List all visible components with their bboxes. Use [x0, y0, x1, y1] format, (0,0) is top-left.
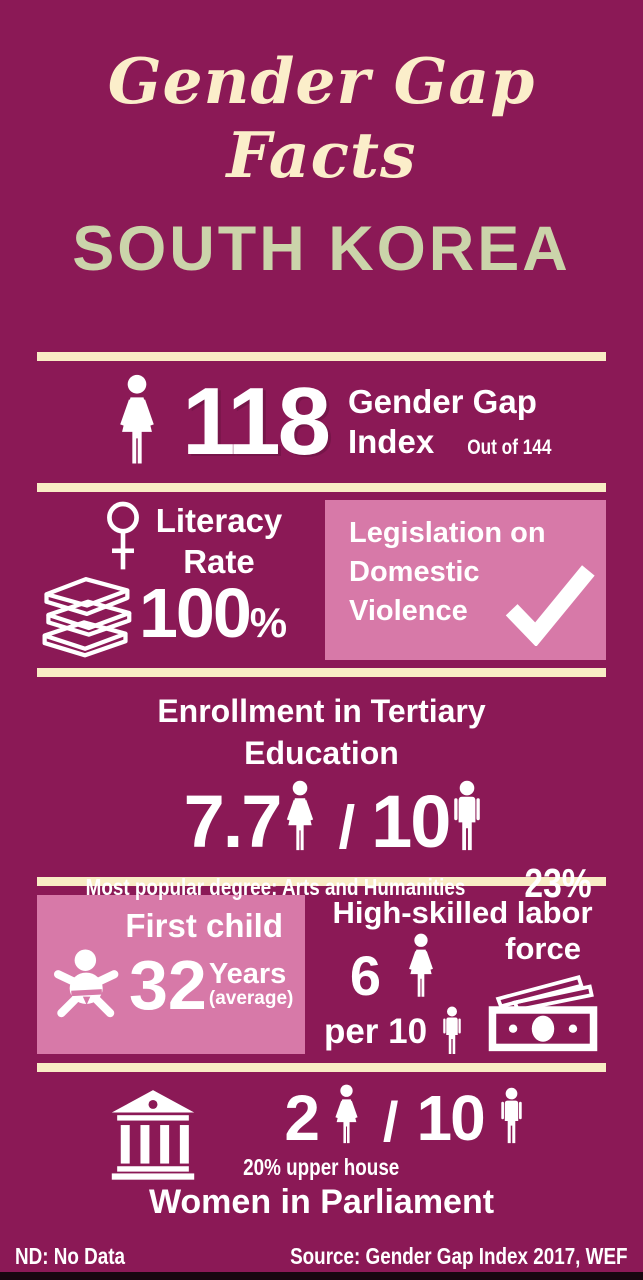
parliament-separator: / [382, 1089, 399, 1153]
labor-force-label: force [505, 931, 581, 966]
woman-icon [335, 1084, 358, 1144]
labor-block: High-skilled labor 6 per 10 force [319, 895, 606, 1054]
index-label-line1: Gender Gap [347, 383, 537, 421]
woman-icon [120, 374, 154, 464]
woman-icon [287, 780, 314, 851]
tertiary-separator: / [338, 794, 356, 862]
parliament-label: Women in Parliament [148, 1183, 495, 1221]
footer-source: Source: Gender Gap Index 2017, WEF [290, 1243, 628, 1269]
checkmark-icon [505, 565, 595, 646]
legislation-line2: Domestic [349, 556, 480, 589]
page-title: Gender Gap Facts [0, 44, 643, 193]
divider [37, 352, 606, 361]
labor-per-label: per 10 [323, 1012, 428, 1051]
divider [37, 877, 606, 886]
country-name: SOUTH KOREA [72, 213, 571, 284]
index-value: 118 [182, 367, 331, 475]
labor-female-value: 6 [349, 943, 382, 1007]
footer-legend-note: ND: No Data [15, 1243, 126, 1269]
tertiary-stats: 7.7 / 10 [0, 780, 643, 864]
first-child-value: 32 [129, 946, 207, 1024]
tertiary-title-line1: Enrollment in Tertiary [157, 693, 486, 729]
index-out-of: Out of 144 [467, 435, 552, 459]
header: Gender Gap Facts SOUTH KOREA [0, 0, 643, 352]
divider [37, 1063, 606, 1072]
man-icon [500, 1087, 522, 1144]
man-icon [454, 780, 481, 851]
legislation-line1: Legislation on [349, 517, 546, 549]
literacy-value: 100 [139, 574, 252, 652]
labor-title: High-skilled labor [332, 895, 593, 930]
banknote-icon [488, 974, 598, 1052]
literacy-percent-sign: % [249, 599, 288, 646]
parliament-note: 20% upper house [243, 1154, 400, 1180]
first-child-qualifier: (average) [208, 988, 294, 1010]
section-literacy-legislation: Literacy Rate 100% Legislation o [0, 492, 643, 668]
legislation-line3: Violence [349, 595, 468, 628]
tertiary-title-line2: Education [244, 734, 399, 771]
first-child-unit: Years [208, 958, 287, 991]
section-tertiary-education: Enrollment in Tertiary Education 7.7 / 1… [0, 677, 643, 904]
bank-icon [111, 1090, 195, 1180]
bottom-bar [0, 1272, 643, 1280]
section-parliament: 2 / 10 20% upper house Women in Parliame… [0, 1072, 643, 1245]
divider [37, 668, 606, 677]
index-label-line2: Index [347, 423, 435, 460]
tertiary-note-value: 23% [524, 860, 592, 907]
man-icon [443, 1006, 461, 1054]
page-title-line1: Gender Gap [107, 44, 536, 118]
first-child-panel: First child 32 Years [37, 895, 305, 1054]
parliament-stats: 2 / 10 [0, 1082, 643, 1155]
legislation-panel: Legislation on Domestic Violence [325, 500, 606, 660]
tertiary-male-value: 10 [371, 780, 451, 864]
baby-icon [53, 949, 119, 1018]
divider [37, 483, 606, 492]
tertiary-female-value: 7.7 [183, 780, 283, 864]
literacy-label-line1: Literacy [155, 502, 283, 539]
index-labels: Gender Gap Index Out of 144 [348, 382, 561, 461]
parliament-male-value: 10 [416, 1082, 485, 1155]
literacy-label-line2: Rate [183, 543, 255, 581]
page-title-line2: Facts [226, 118, 417, 193]
books-icon [42, 577, 132, 658]
first-child-label: First child [125, 907, 283, 944]
tertiary-note: Most popular degree: Arts and Humanities… [0, 860, 643, 907]
literacy-block: Literacy Rate 100% [37, 500, 319, 660]
section-gender-gap-index: 118 Gender Gap Index Out of 144 [0, 361, 643, 483]
tertiary-title: Enrollment in Tertiary Education [0, 691, 643, 774]
section-first-child-labor: First child 32 Years [0, 886, 643, 1063]
footer: ND: No Data Source: Gender Gap Index 201… [0, 1243, 643, 1270]
woman-icon [409, 933, 434, 997]
female-symbol-icon [106, 501, 139, 570]
parliament-female-value: 2 [284, 1082, 320, 1155]
literacy-label: Literacy Rate [156, 500, 283, 583]
tertiary-note-label: Most popular degree: Arts and Humanities [85, 874, 466, 901]
